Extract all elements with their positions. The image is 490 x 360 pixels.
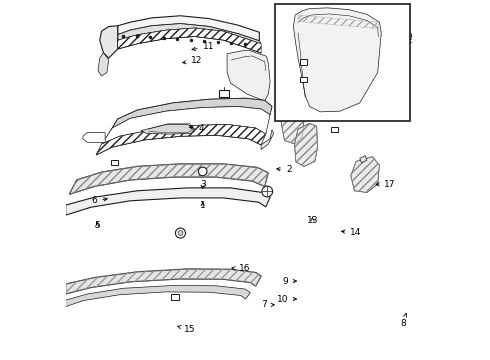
Text: 15: 15 xyxy=(178,325,196,334)
Polygon shape xyxy=(294,8,381,112)
Text: 16: 16 xyxy=(232,265,250,274)
Polygon shape xyxy=(261,130,274,149)
Polygon shape xyxy=(100,26,118,58)
Text: 5: 5 xyxy=(95,221,100,230)
Polygon shape xyxy=(118,28,261,53)
Text: 12: 12 xyxy=(183,57,202,66)
Text: 8: 8 xyxy=(400,313,407,328)
Text: 10: 10 xyxy=(276,294,296,303)
FancyBboxPatch shape xyxy=(300,77,307,82)
Polygon shape xyxy=(96,98,272,155)
Circle shape xyxy=(175,228,186,238)
Text: 6: 6 xyxy=(92,196,107,205)
Circle shape xyxy=(262,186,272,197)
Text: 9: 9 xyxy=(282,276,296,285)
Polygon shape xyxy=(227,50,270,101)
FancyBboxPatch shape xyxy=(171,294,179,300)
Circle shape xyxy=(178,230,183,235)
Text: 7: 7 xyxy=(262,300,274,309)
Polygon shape xyxy=(66,188,270,215)
FancyBboxPatch shape xyxy=(331,127,338,132)
Polygon shape xyxy=(281,99,304,144)
Text: 2: 2 xyxy=(277,166,292,175)
Polygon shape xyxy=(98,53,109,76)
Text: 11: 11 xyxy=(192,42,214,51)
Polygon shape xyxy=(101,107,270,144)
Circle shape xyxy=(198,167,207,176)
Text: 1: 1 xyxy=(200,201,206,210)
Text: 13: 13 xyxy=(307,216,318,225)
Text: 4: 4 xyxy=(190,124,204,133)
Text: 17: 17 xyxy=(376,180,395,189)
Polygon shape xyxy=(351,157,379,193)
Polygon shape xyxy=(294,123,318,166)
Polygon shape xyxy=(96,125,266,155)
FancyBboxPatch shape xyxy=(300,59,307,64)
Polygon shape xyxy=(66,285,250,307)
FancyBboxPatch shape xyxy=(111,160,119,165)
Polygon shape xyxy=(69,164,269,194)
Text: 3: 3 xyxy=(200,180,206,189)
Polygon shape xyxy=(118,24,261,44)
FancyBboxPatch shape xyxy=(219,90,228,97)
Polygon shape xyxy=(141,125,195,134)
Text: 14: 14 xyxy=(342,228,361,237)
Bar xyxy=(275,4,410,121)
Polygon shape xyxy=(83,133,105,142)
Polygon shape xyxy=(360,156,367,163)
Polygon shape xyxy=(66,269,261,294)
Polygon shape xyxy=(118,16,259,41)
Polygon shape xyxy=(112,98,272,128)
